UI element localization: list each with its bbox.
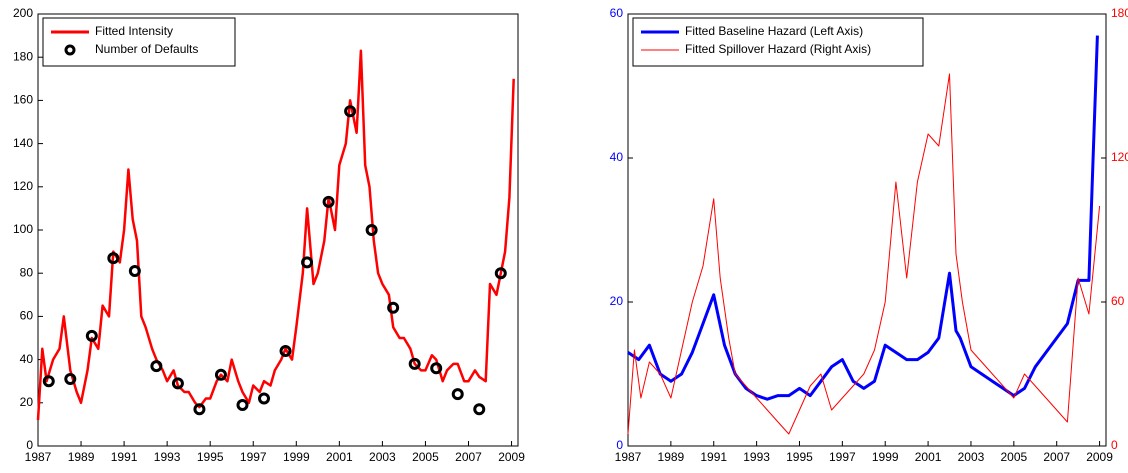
x-tick-label: 1987 bbox=[25, 450, 52, 464]
marker bbox=[301, 256, 314, 269]
legend-label: Fitted Spillover Hazard (Right Axis) bbox=[685, 42, 871, 56]
x-tick-label: 2007 bbox=[455, 450, 482, 464]
y-tick-label: 100 bbox=[13, 222, 33, 236]
legend-label: Fitted Baseline Hazard (Left Axis) bbox=[685, 24, 863, 38]
x-tick-label: 1987 bbox=[615, 450, 642, 464]
marker bbox=[430, 362, 443, 375]
y-tick-label: 180 bbox=[13, 49, 33, 63]
plot-area bbox=[627, 13, 1107, 447]
x-tick-label: 1995 bbox=[197, 450, 224, 464]
marker bbox=[279, 344, 292, 357]
marker bbox=[451, 388, 464, 401]
x-tick-label: 1993 bbox=[743, 450, 770, 464]
x-tick-label: 1999 bbox=[283, 450, 310, 464]
y-tick-label: 20 bbox=[20, 395, 34, 409]
x-tick-label: 1991 bbox=[111, 450, 138, 464]
y-tick-label: 60 bbox=[20, 309, 34, 323]
marker bbox=[42, 375, 55, 388]
plot-area bbox=[37, 13, 519, 447]
y-tick-label: 140 bbox=[13, 136, 33, 150]
marker bbox=[387, 301, 400, 314]
line bbox=[36, 49, 515, 421]
x-tick-label: 2001 bbox=[326, 450, 353, 464]
x-tick-label: 2001 bbox=[915, 450, 942, 464]
marker bbox=[258, 392, 271, 405]
y-tick-label: 20 bbox=[610, 294, 624, 308]
y2-tick-label: 180 bbox=[1111, 6, 1128, 20]
legend-marker bbox=[64, 44, 76, 56]
y-tick-label: 80 bbox=[20, 265, 34, 279]
y-tick-label: 40 bbox=[20, 352, 34, 366]
marker bbox=[236, 398, 249, 411]
line bbox=[627, 35, 1099, 401]
line bbox=[627, 73, 1101, 435]
x-tick-label: 2009 bbox=[498, 450, 525, 464]
y-tick-label: 0 bbox=[26, 438, 33, 452]
y-tick-label: 60 bbox=[610, 6, 624, 20]
marker bbox=[494, 267, 507, 280]
y-tick-label: 40 bbox=[610, 150, 624, 164]
legend bbox=[632, 17, 924, 67]
marker bbox=[128, 265, 141, 278]
marker bbox=[193, 403, 206, 416]
legend-label: Number of Defaults bbox=[95, 42, 198, 56]
y-tick-label: 120 bbox=[13, 179, 33, 193]
x-tick-label: 2007 bbox=[1043, 450, 1070, 464]
x-tick-label: 1997 bbox=[240, 450, 267, 464]
y2-tick-label: 60 bbox=[1111, 294, 1125, 308]
x-tick-label: 2009 bbox=[1086, 450, 1113, 464]
marker bbox=[322, 195, 335, 208]
marker bbox=[365, 224, 378, 236]
marker bbox=[150, 360, 163, 373]
y2-tick-label: 120 bbox=[1111, 150, 1128, 164]
y-tick-label: 200 bbox=[13, 6, 33, 20]
y-tick-label: 160 bbox=[13, 93, 33, 107]
x-tick-label: 1991 bbox=[700, 450, 727, 464]
marker bbox=[85, 329, 98, 342]
x-tick-label: 2005 bbox=[412, 450, 439, 464]
x-tick-label: 1999 bbox=[872, 450, 899, 464]
marker bbox=[214, 368, 227, 381]
x-tick-label: 1989 bbox=[658, 450, 685, 464]
x-tick-label: 1995 bbox=[786, 450, 813, 464]
marker bbox=[473, 403, 486, 416]
x-tick-label: 1989 bbox=[68, 450, 95, 464]
marker bbox=[64, 373, 77, 386]
marker bbox=[171, 377, 184, 390]
marker bbox=[344, 105, 357, 118]
y-tick-label: 0 bbox=[616, 438, 623, 452]
legend bbox=[42, 17, 236, 67]
y2-tick-label: 0 bbox=[1111, 438, 1118, 452]
x-tick-label: 2005 bbox=[1000, 450, 1027, 464]
x-tick-label: 1997 bbox=[829, 450, 856, 464]
x-tick-label: 2003 bbox=[369, 450, 396, 464]
marker bbox=[107, 252, 120, 265]
marker bbox=[408, 357, 421, 370]
x-tick-label: 1993 bbox=[154, 450, 181, 464]
x-tick-label: 2003 bbox=[958, 450, 985, 464]
legend-label: Fitted Intensity bbox=[95, 24, 173, 38]
